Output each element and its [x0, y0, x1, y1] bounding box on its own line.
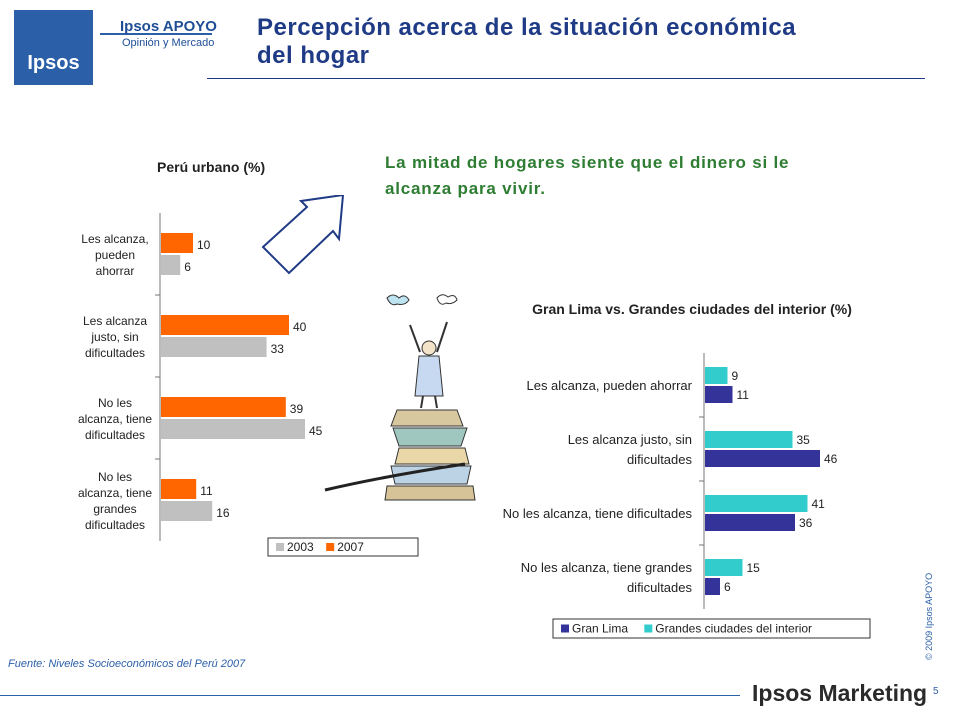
- category-label-line: Les alcanza: [83, 314, 147, 328]
- category-label-line: Les alcanza justo, sin: [568, 432, 692, 447]
- category-label-line: Les alcanza, pueden ahorrar: [526, 378, 692, 393]
- page-title: Percepción acerca de la situación económ…: [257, 14, 797, 69]
- bar-grandes-ciudades-del-interior: [705, 367, 728, 384]
- data-label: 11: [737, 388, 750, 402]
- brand-name: Ipsos APOYO: [120, 18, 217, 35]
- bar-gran-lima: [705, 450, 820, 467]
- bar-2007: [161, 397, 286, 417]
- category-label-line: No les: [98, 470, 132, 484]
- bar-gran-lima: [705, 386, 733, 403]
- footer-divider: [0, 695, 740, 696]
- right-chart-title: Gran Lima vs. Grandes ciudades del inter…: [532, 301, 852, 317]
- category-label-line: dificultades: [85, 346, 145, 360]
- category-label-line: pueden: [95, 248, 135, 262]
- data-label: 9: [732, 369, 739, 383]
- bar-gran-lima: [705, 578, 720, 595]
- legend-label: Grandes ciudades del interior: [655, 622, 812, 636]
- data-label: 40: [293, 320, 307, 334]
- left-chart-title: Perú urbano (%): [157, 159, 266, 175]
- legend-swatch: [644, 624, 653, 633]
- brand-subtitle: Opinión y Mercado: [122, 37, 215, 49]
- data-label: 15: [747, 561, 761, 575]
- category-label: Les alcanza, pueden ahorrar: [526, 378, 692, 393]
- bar-2003: [161, 255, 181, 275]
- data-label: 36: [799, 516, 813, 530]
- category-label-line: Les alcanza,: [81, 232, 148, 246]
- bar-2007: [161, 233, 193, 253]
- ipsos-logo: [14, 10, 93, 85]
- category-label-line: ahorrar: [96, 264, 135, 278]
- category-label-line: alcanza, tiene: [78, 412, 152, 426]
- legend-box: [552, 618, 871, 639]
- data-label: 33: [271, 342, 285, 356]
- logo-text: Ipsos: [27, 52, 80, 74]
- page-number: 5: [933, 686, 939, 697]
- category-label-line: dificultades: [627, 452, 693, 467]
- data-label: 35: [797, 433, 811, 447]
- brand-divider: [100, 33, 212, 35]
- bar-2003: [161, 337, 267, 357]
- title-divider: [207, 78, 925, 79]
- bar-gran-lima: [705, 514, 795, 531]
- copyright-text: © 2009 Ipsos APOYO: [924, 572, 934, 660]
- legend-swatch: [326, 543, 335, 551]
- lima-vs-interior-bar-chart: Les alcanza, pueden ahorrar 9 11 Les alcanz…: [503, 353, 871, 639]
- data-label: 6: [724, 580, 731, 594]
- footer-brand: Ipsos Marketing: [752, 680, 928, 706]
- celebrating-person-illustration: [324, 294, 476, 501]
- bar-grandes-ciudades-del-interior: [705, 559, 743, 576]
- peru-urbano-bar-chart: Les alcanza, pueden ahorrar 10 6 Les alcanza j…: [78, 213, 419, 557]
- data-label: 11: [200, 484, 213, 498]
- legend-swatch: [276, 543, 284, 551]
- category-label: No les alcanza, tiene dificultades: [78, 396, 152, 442]
- legend-label: 2007: [337, 540, 364, 554]
- data-label: 46: [824, 452, 838, 466]
- bar-2007: [161, 479, 197, 499]
- up-arrow-icon: [261, 195, 345, 275]
- category-label-line: dificultades: [627, 580, 693, 595]
- source-note: Fuente: Niveles Socioeconómicos del Perú…: [8, 658, 246, 670]
- legend-label: 2003: [287, 540, 314, 554]
- data-label: 39: [290, 402, 304, 416]
- headline: La mitad de hogares siente que el dinero…: [385, 153, 790, 198]
- category-label: No les alcanza, tiene dificultades: [503, 506, 693, 521]
- legend-label: Gran Lima: [572, 622, 628, 636]
- data-label: 16: [216, 506, 230, 520]
- category-label-line: No les alcanza, tiene dificultades: [503, 506, 693, 521]
- data-label: 10: [197, 238, 211, 252]
- bar-2007: [161, 315, 289, 335]
- category-label-line: grandes: [93, 502, 136, 516]
- category-label-line: dificultades: [85, 518, 145, 532]
- data-label: 41: [812, 497, 826, 511]
- data-label: 45: [309, 424, 323, 438]
- category-label-line: dificultades: [85, 428, 145, 442]
- bar-grandes-ciudades-del-interior: [705, 495, 808, 512]
- bar-2003: [161, 501, 213, 521]
- category-label: Les alcanza justo, sin dificultades: [83, 314, 147, 360]
- category-label-line: No les: [98, 396, 132, 410]
- category-label: Les alcanza, pueden ahorrar: [81, 232, 148, 278]
- legend-swatch: [561, 624, 569, 633]
- category-label: No les alcanza, tiene grandes dificultades: [78, 470, 152, 532]
- category-label-line: justo, sin: [90, 330, 138, 344]
- data-label: 6: [184, 260, 191, 274]
- bar-grandes-ciudades-del-interior: [705, 431, 793, 448]
- bar-2003: [161, 419, 305, 439]
- legend-box: [267, 537, 419, 557]
- category-label: Les alcanza justo, sin dificultades: [568, 432, 693, 467]
- category-label: No les alcanza, tiene grandes dificultade…: [521, 560, 693, 595]
- category-label-line: No les alcanza, tiene grandes: [521, 560, 693, 575]
- category-label-line: alcanza, tiene: [78, 486, 152, 500]
